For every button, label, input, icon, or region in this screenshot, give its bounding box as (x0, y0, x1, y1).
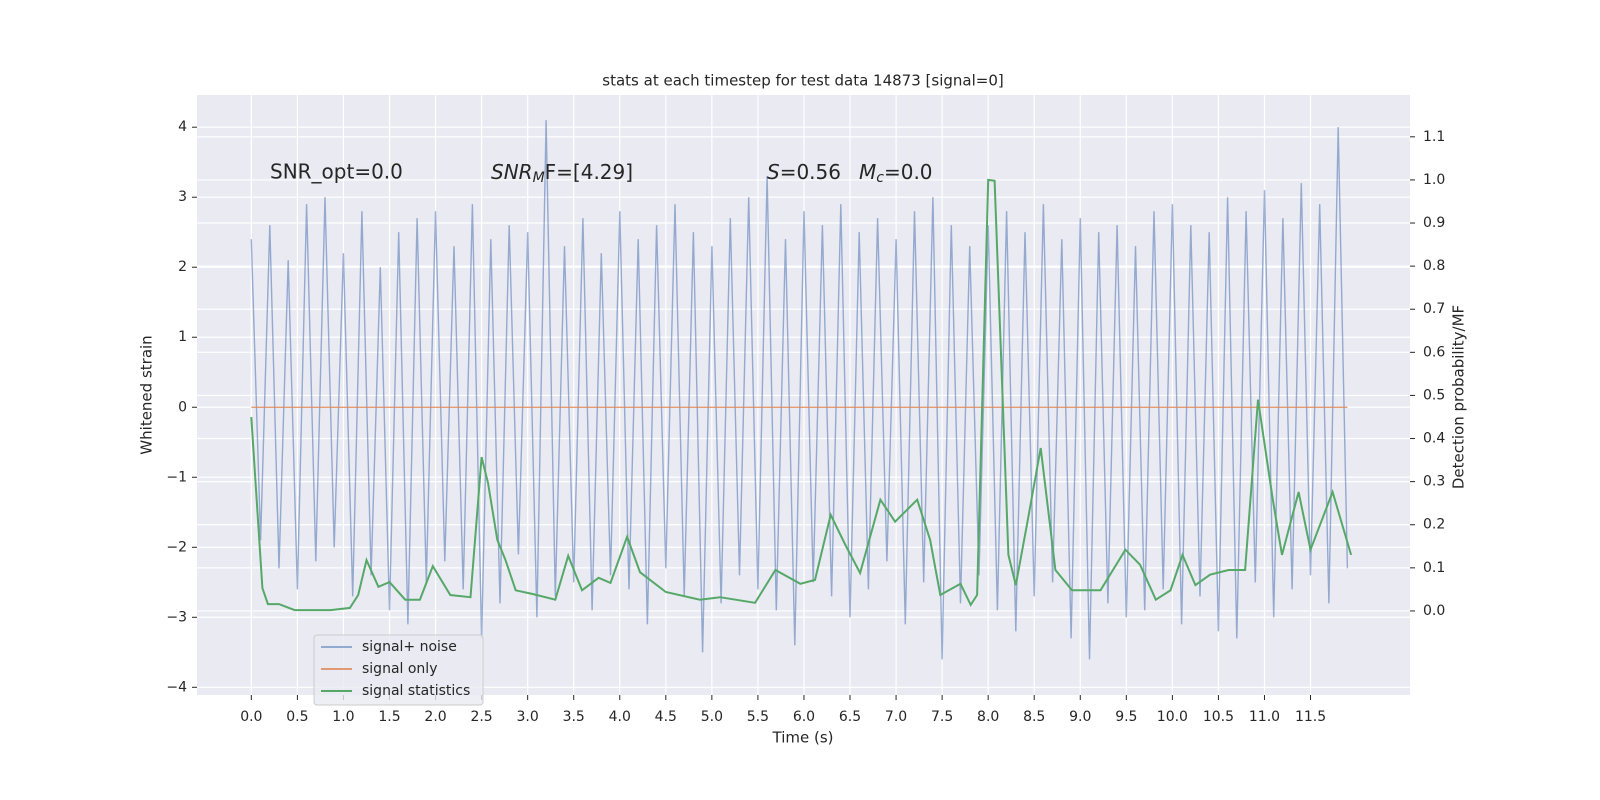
x-tick-label: 4.0 (609, 709, 631, 725)
annotation-part: M (859, 160, 876, 184)
y-axis-label: Whitened strain (138, 335, 156, 454)
annotation: SNR_opt=0.0 (270, 160, 403, 184)
annotation: SNRMF=[4.29] (491, 160, 633, 187)
y-tick-label: −2 (166, 539, 187, 555)
x-tick-label: 1.5 (378, 709, 400, 725)
chart-title: stats at each timestep for test data 148… (602, 72, 1003, 90)
y2-tick-label: 0.9 (1423, 215, 1445, 231)
legend: signal+ noise signal only signal statistic… (313, 634, 484, 706)
x-tick-label: 3.5 (563, 709, 585, 725)
y-tick-label: −3 (166, 609, 187, 625)
x-tick-label: 6.0 (793, 709, 815, 725)
y2-tick-label: 0.2 (1423, 517, 1445, 533)
y-tick-label: 2 (178, 259, 187, 275)
y-tick-label: 4 (178, 119, 187, 135)
annotation-part: =0.0 (884, 160, 933, 184)
y2-tick-label: 0.5 (1423, 387, 1445, 403)
annotation-part: SNR (491, 160, 533, 184)
legend-label: signal only (362, 661, 437, 677)
x-tick-label: 1.0 (332, 709, 354, 725)
x-tick-label: 11.5 (1295, 709, 1326, 725)
y2-tick-label: 0.4 (1423, 431, 1445, 447)
y2-tick-label: 1.1 (1423, 129, 1445, 145)
x-tick-label: 11.0 (1249, 709, 1280, 725)
x-tick-label: 2.5 (470, 709, 492, 725)
x-tick-label: 4.5 (655, 709, 677, 725)
x-tick-label: 10.5 (1203, 709, 1234, 725)
x-tick-label: 10.0 (1157, 709, 1188, 725)
legend-label: signal statistics (362, 683, 470, 699)
y2-tick-label: 0.6 (1423, 344, 1445, 360)
series-line (250, 120, 1349, 660)
legend-label: signal+ noise (362, 639, 457, 655)
annotation: S=0.56 (767, 160, 841, 184)
x-tick-label: 6.5 (839, 709, 861, 725)
y-tick-label: 3 (178, 189, 187, 205)
labels: 0.0 0.5 1.0 1.5 2.0 2.5 3.0 3.5 4.0 4.5 5.0 5.5 6.0 6… (166, 119, 1445, 725)
x-tick-label: 8.0 (977, 709, 999, 725)
annotation-part: =0.56 (780, 160, 841, 184)
x-tick-label: 2.0 (424, 709, 446, 725)
y2-tick-label: 0.1 (1423, 560, 1445, 576)
y-tick-label: −4 (166, 679, 187, 695)
x-tick-label: 0.5 (286, 709, 308, 725)
marks (250, 120, 1353, 660)
annotation-part: S (767, 160, 780, 184)
series-line (250, 178, 1353, 612)
x-tick-label: 9.5 (1115, 709, 1137, 725)
x-tick-label: 7.0 (885, 709, 907, 725)
y2-tick-label: 0.0 (1423, 603, 1445, 619)
y-tick-label: 1 (178, 329, 187, 345)
y2-tick-label: 1.0 (1423, 172, 1445, 188)
x-tick-label: 5.5 (747, 709, 769, 725)
annotation-part: F=[4.29] (545, 160, 633, 184)
y2-tick-label: 0.3 (1423, 474, 1445, 490)
x-tick-label: 9.0 (1069, 709, 1091, 725)
x-tick-label: 8.5 (1023, 709, 1045, 725)
annotation-part: c (876, 170, 884, 186)
y2-axis-label: Detection probability/MF (1450, 305, 1468, 489)
y-tick-label: −1 (166, 469, 187, 485)
annotation: Mc=0.0 (859, 160, 933, 187)
x-axis-label: Time (s) (772, 729, 834, 747)
legend-box (313, 634, 484, 706)
x-tick-label: 5.0 (701, 709, 723, 725)
x-tick-label: 3.0 (517, 709, 539, 725)
y-tick-label: 0 (178, 399, 187, 415)
annotation-part: M (533, 170, 545, 186)
y2-tick-label: 0.8 (1423, 258, 1445, 274)
x-tick-label: 7.5 (931, 709, 953, 725)
x-tick-label: 0.0 (240, 709, 262, 725)
y2-tick-label: 0.7 (1423, 301, 1445, 317)
